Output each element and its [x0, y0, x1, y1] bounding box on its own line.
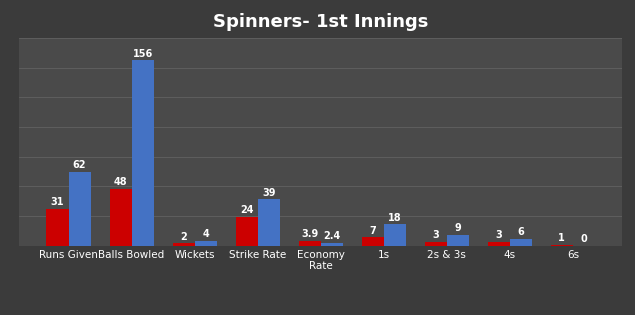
Bar [384, 224, 406, 246]
Bar [131, 60, 154, 246]
Text: 4: 4 [203, 229, 209, 239]
Text: 39: 39 [262, 188, 276, 198]
Text: 3.9: 3.9 [301, 229, 318, 239]
Text: 2.4: 2.4 [323, 231, 340, 241]
Bar [488, 242, 510, 246]
Text: 2: 2 [180, 232, 187, 242]
Title: Spinners- 1st Innings: Spinners- 1st Innings [213, 13, 429, 31]
Text: 6: 6 [518, 227, 524, 237]
Bar [551, 244, 573, 246]
Text: 18: 18 [388, 213, 401, 222]
Bar [447, 235, 469, 246]
Bar [321, 243, 343, 246]
Text: 62: 62 [73, 160, 86, 170]
Text: 3: 3 [495, 230, 502, 240]
Bar [425, 242, 447, 246]
Text: 31: 31 [51, 197, 64, 207]
Bar [46, 209, 69, 246]
Text: 48: 48 [114, 177, 128, 187]
Bar [194, 241, 217, 246]
Text: 24: 24 [240, 205, 253, 215]
Bar [362, 238, 384, 246]
Text: 7: 7 [370, 226, 376, 236]
Text: 1: 1 [558, 233, 565, 243]
Bar [173, 243, 194, 246]
Bar [510, 238, 532, 246]
Bar [298, 241, 321, 246]
Text: 0: 0 [580, 234, 587, 244]
Bar [109, 189, 131, 246]
Text: 3: 3 [432, 230, 439, 240]
Legend: Adil Rashid, Ravi Ashwin: Adil Rashid, Ravi Ashwin [218, 314, 423, 315]
Text: 156: 156 [133, 49, 153, 59]
Bar [236, 217, 258, 246]
Bar [258, 199, 279, 246]
Text: 9: 9 [455, 223, 461, 233]
Bar [69, 172, 91, 246]
